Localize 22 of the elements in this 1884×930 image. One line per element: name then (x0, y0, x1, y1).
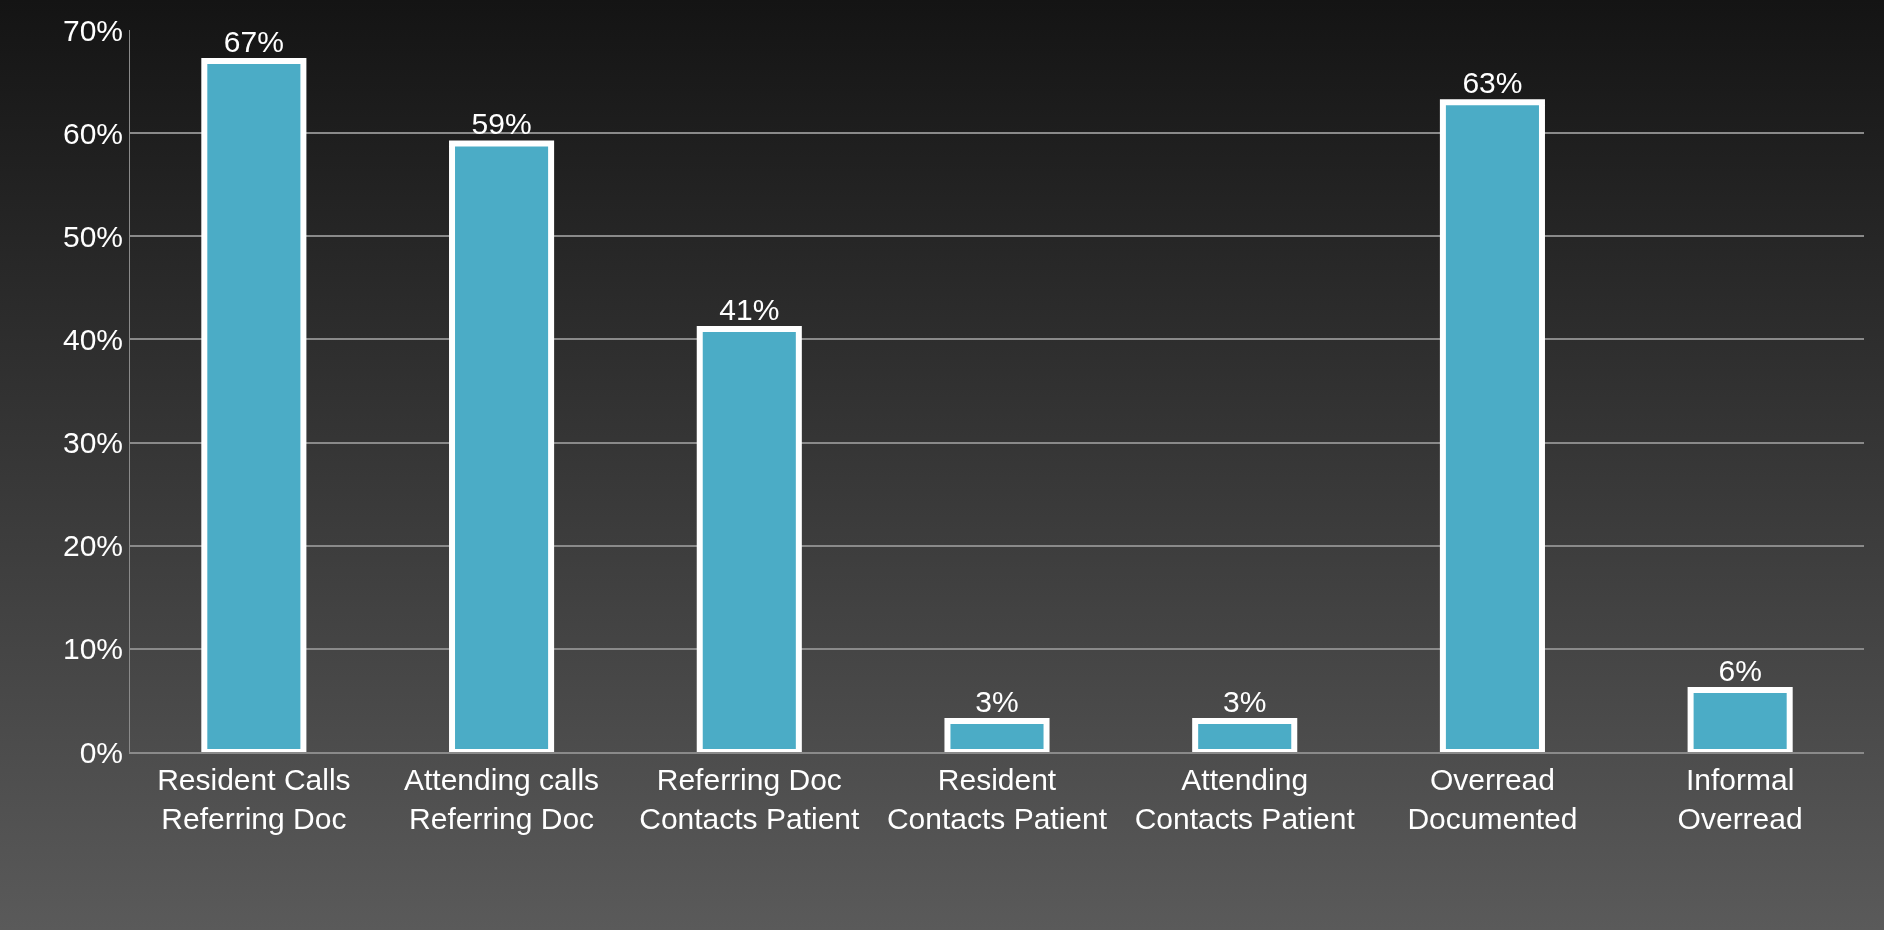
x-tick-label: Overread Documented (1407, 763, 1578, 835)
y-tick-label: 40% (62, 322, 123, 356)
x-tick-label: Resident Contacts Patient (886, 763, 1108, 835)
data-label: 3% (1223, 685, 1267, 719)
y-tick-label: 60% (62, 116, 123, 150)
data-label: 3% (975, 685, 1019, 719)
y-tick-label: 10% (62, 632, 123, 666)
y-tick-label: 50% (62, 219, 123, 253)
data-label: 41% (719, 293, 780, 327)
x-tick-label: Attending calls Referring Doc (404, 763, 600, 835)
x-tick-label: Resident Calls Referring Doc (157, 763, 351, 835)
y-tick-label: 70% (62, 13, 123, 47)
y-tick-label: 0% (79, 735, 123, 769)
y-tick-label: 30% (62, 426, 123, 460)
y-tick-label: 20% (62, 529, 123, 563)
data-label: 63% (1462, 66, 1523, 100)
x-tick-label: Referring Doc Contacts Patient (639, 763, 861, 835)
data-label: 6% (1718, 654, 1762, 688)
x-tick-label: Informal Overread (1677, 763, 1803, 835)
x-tick-label: Attending Contacts Patient (1134, 763, 1356, 835)
data-label: 67% (223, 24, 284, 58)
data-label: 59% (471, 107, 532, 141)
